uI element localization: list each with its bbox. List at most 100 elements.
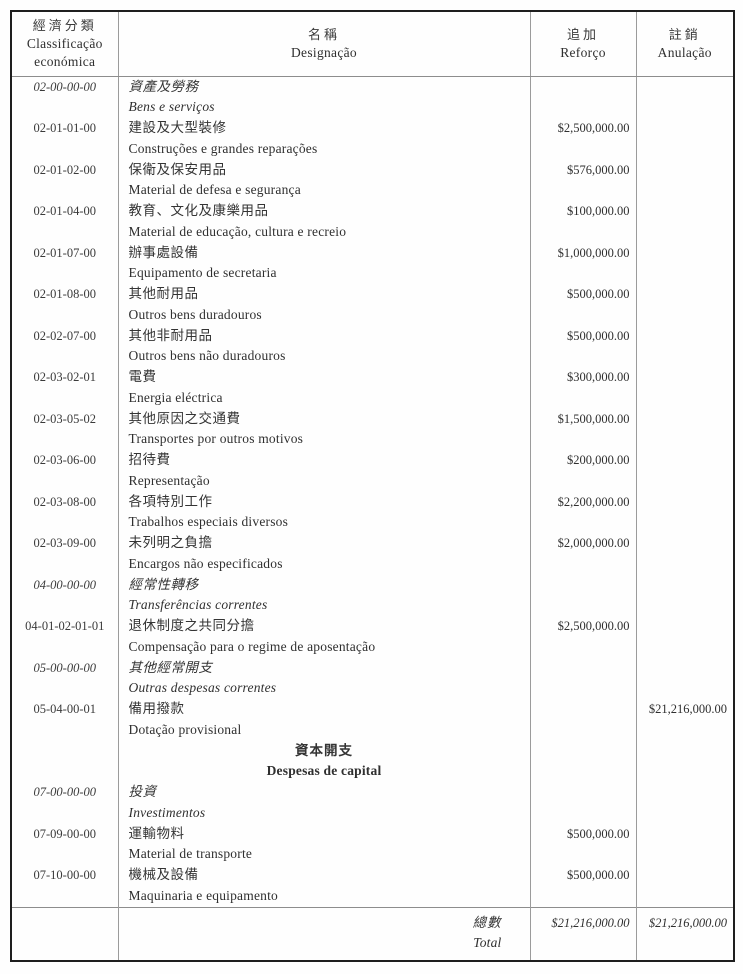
table-header: 經濟分類 Classificação económica 名稱 Designaç… [11,11,734,77]
row-reforco-amount [529,574,636,616]
row-anulacao-amount [635,533,734,575]
table-row: 04-00-00-00 經常性轉移 Transferências correntes [11,574,734,616]
col-header-reforco: 追加 Reforço [529,11,636,77]
designation-zh: 其他耐用品 [128,286,199,301]
row-designation: 投資 Investimentos [117,782,530,824]
row-code [11,741,118,783]
designation-zh: 辦事處設備 [128,244,199,260]
row-designation: 保衛及保安用品 Material de defesa e segurança [117,159,530,201]
designation-pt: Material de transporte [128,846,253,862]
row-anulacao-amount [635,823,734,865]
row-anulacao-amount [635,491,734,533]
designation-zh: 招待費 [128,452,171,467]
header-reforco-zh: 追加 [566,26,599,42]
row-code: 02-03-02-01 [33,370,97,384]
row-anulacao-amount [635,574,734,616]
designation-pt: Bens e serviços [128,99,215,115]
designation-pt: Energia eléctrica [128,389,223,405]
col-header-anulacao: 註銷 Anulação [635,11,734,77]
row-code: 02-03-09-00 [33,536,97,550]
designation-pt: Outros bens não duradouros [128,348,286,364]
row-reforco-amount: $500,000.00 [529,823,636,865]
total-label-cell: 總數 Total [117,906,530,961]
header-row: 經濟分類 Classificação económica 名稱 Designaç… [11,11,734,77]
designation-zh: 備用撥款 [128,701,185,716]
header-economic-zh: 經濟分類 [32,17,97,33]
row-code: 02-03-08-00 [33,494,97,509]
designation-zh: 保衛及保安用品 [128,161,227,177]
designation-zh: 教育、文化及康樂用品 [128,203,269,218]
row-code: 02-03-06-00 [33,453,97,467]
row-code: 02-01-01-00 [33,121,97,135]
row-code: 02-03-05-02 [33,411,97,426]
total-row: 總數 Total $21,216,000.00 $21,216,000.00 [11,906,734,961]
designation-pt: Encargos não especificados [128,555,283,571]
header-anulacao-pt: Anulação [657,44,712,60]
designation-zh: 機械及設備 [128,867,199,882]
total-label-zh: 總數 [472,914,502,930]
row-anulacao-amount [635,865,734,907]
row-designation: 招待費 Representação [117,450,530,492]
row-code: 04-00-00-00 [33,577,97,592]
row-anulacao-amount [635,740,734,782]
table-row: 05-04-00-01 備用撥款 Dotação provisional $21,21… [11,699,734,741]
row-designation: 未列明之負擔 Encargos não especificados [117,533,530,575]
row-reforco-amount: $2,500,000.00 [529,616,636,658]
total-anulacao-amount: $21,216,000.00 [635,906,734,961]
row-reforco-amount [529,782,636,824]
row-designation: 其他經常開支 Outras despesas correntes [117,657,530,699]
header-designation-pt: Designação [291,44,357,60]
row-reforco-amount [529,76,636,118]
row-code: 02-01-07-00 [33,245,97,260]
row-designation: 經常性轉移 Transferências correntes [117,574,530,616]
designation-pt: Investimentos [128,804,206,820]
row-reforco-amount [529,657,636,699]
table-row: 資本開支 Despesas de capital [11,740,734,783]
designation-zh: 資本開支 [295,742,353,758]
budget-amendment-table: 經濟分類 Classificação económica 名稱 Designaç… [10,10,735,962]
designation-pt: Transportes por outros motivos [128,431,304,447]
table-body: 02-00-00-00 資產及勞務 Bens e serviços 02-01-01-… [11,76,734,907]
row-anulacao-amount [635,367,734,409]
row-anulacao-amount [635,284,734,326]
table-row: 02-03-06-00 招待費 Representação $200,000.00 [11,450,734,492]
designation-zh: 運輸物料 [128,825,185,841]
row-reforco-amount: $500,000.00 [529,865,636,907]
row-designation: 電費 Energia eléctrica [117,367,530,409]
row-code: 02-00-00-00 [33,79,97,94]
table-row: 05-00-00-00 其他經常開支 Outras despesas corrent… [11,657,734,699]
row-designation: 機械及設備 Maquinaria e equipamento [117,865,530,907]
row-reforco-amount: $500,000.00 [529,325,636,367]
designation-zh: 其他經常開支 [128,659,213,675]
row-reforco-amount: $2,000,000.00 [529,533,636,575]
designation-zh: 其他原因之交通費 [128,410,241,426]
designation-pt: Material de defesa e segurança [128,182,301,198]
designation-pt: Compensação para o regime de aposentação [128,638,376,654]
table-footer: 總數 Total $21,216,000.00 $21,216,000.00 [11,906,734,961]
row-code: 05-04-00-01 [33,702,97,716]
row-anulacao-amount [635,408,734,450]
total-code-empty [11,906,118,961]
table-row: 02-01-02-00 保衛及保安用品 Material de defesa e s… [11,159,734,201]
designation-zh: 未列明之負擔 [128,535,213,550]
row-anulacao-amount [635,201,734,243]
row-designation: 各項特別工作 Trabalhos especiais diversos [117,491,530,533]
row-code: 07-10-00-00 [33,868,97,882]
table-row: 02-03-08-00 各項特別工作 Trabalhos especiais div… [11,491,734,533]
row-reforco-amount: $576,000.00 [529,159,636,201]
row-reforco-amount: $200,000.00 [529,450,636,492]
designation-pt: Material de educação, cultura e recreio [128,223,347,239]
designation-zh: 退休制度之共同分擔 [128,618,255,633]
designation-zh: 經常性轉移 [128,576,199,592]
total-reforco-amount: $21,216,000.00 [529,906,636,961]
row-code: 02-01-08-00 [33,287,97,301]
header-economic-pt-2: económica [34,53,96,69]
row-reforco-amount: $100,000.00 [529,201,636,243]
row-designation: 其他非耐用品 Outros bens não duradouros [117,325,530,367]
row-designation: 建設及大型裝修 Construções e grandes reparações [117,118,530,160]
total-label-pt: Total [473,935,502,951]
designation-zh: 投資 [128,784,157,799]
col-header-designation: 名稱 Designação [117,11,530,77]
row-code: 02-02-07-00 [33,328,97,343]
row-anulacao-amount: $21,216,000.00 [635,699,734,741]
